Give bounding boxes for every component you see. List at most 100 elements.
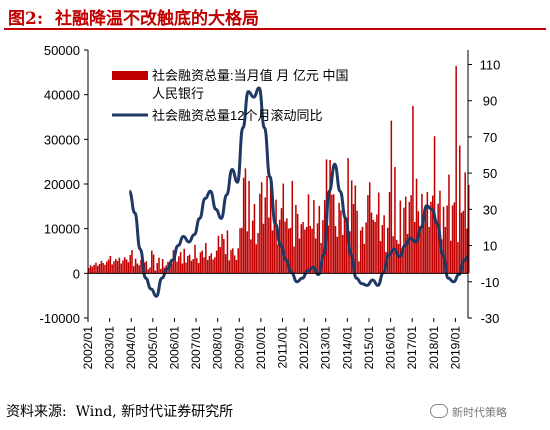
bar	[340, 210, 342, 274]
bar	[424, 206, 427, 274]
bar	[239, 228, 241, 274]
bar	[156, 263, 158, 274]
bar	[129, 255, 131, 274]
bar	[161, 259, 164, 274]
bar	[464, 172, 466, 274]
bar	[192, 259, 194, 274]
bar	[214, 257, 216, 274]
bar	[115, 259, 117, 274]
bar	[365, 222, 367, 274]
x-tick-label: 2015/01	[362, 326, 376, 370]
y-right-tick-label: 90	[483, 94, 497, 109]
bar	[241, 227, 243, 274]
watermark: 新时代策略	[430, 404, 507, 420]
bar	[190, 260, 193, 274]
bar	[93, 264, 95, 274]
bar	[259, 193, 261, 274]
bar	[106, 261, 108, 274]
bar	[293, 246, 295, 274]
bar	[466, 228, 468, 274]
bar	[268, 217, 270, 274]
bar	[332, 194, 335, 274]
bar	[304, 229, 306, 274]
y-left-tick-label: 50000	[44, 43, 80, 58]
bar	[397, 243, 400, 274]
bar	[151, 250, 153, 274]
bar	[314, 238, 317, 274]
bar	[109, 255, 112, 274]
bar	[287, 228, 290, 274]
bar	[392, 236, 394, 274]
x-tick-label: 2018/01	[427, 326, 441, 370]
bar	[372, 219, 375, 274]
x-tick-label: 2017/01	[405, 326, 419, 370]
bar	[347, 158, 349, 274]
bar	[300, 224, 303, 274]
bar	[264, 197, 267, 274]
bar	[412, 105, 414, 274]
bar	[100, 260, 103, 274]
bar	[125, 259, 128, 274]
bar	[298, 238, 301, 274]
bar	[318, 205, 321, 274]
x-tick-label: 2010/01	[254, 326, 268, 370]
bar	[201, 250, 203, 274]
bar	[437, 203, 439, 274]
bar	[107, 259, 110, 274]
bar	[133, 266, 135, 274]
bar	[406, 234, 409, 274]
bar	[446, 205, 448, 274]
bar	[89, 265, 92, 274]
bar	[329, 159, 331, 274]
bar	[433, 136, 436, 274]
bar	[386, 227, 389, 274]
bar	[97, 265, 99, 274]
bar	[277, 244, 279, 274]
bar	[435, 221, 438, 274]
bar	[350, 180, 353, 274]
bar	[356, 210, 358, 274]
bar	[91, 266, 94, 274]
bar	[322, 220, 324, 274]
y-right-tick-label: -10	[481, 275, 500, 290]
bar	[172, 250, 175, 274]
y-left-tick-label: 40000	[44, 88, 80, 103]
bar	[188, 254, 191, 274]
bar	[426, 192, 429, 274]
bar	[275, 199, 277, 274]
bar	[102, 263, 104, 274]
watermark-text: 新时代策略	[452, 406, 507, 419]
bar	[390, 120, 393, 274]
bar-series	[88, 66, 470, 274]
bar	[232, 248, 234, 274]
bar	[206, 259, 209, 274]
y-right-tick-label: 110	[480, 57, 501, 72]
bar	[169, 266, 171, 274]
y-right-tick-label: 50	[483, 166, 497, 181]
legend-bar-swatch	[112, 71, 148, 80]
bar	[468, 184, 470, 274]
bar	[377, 192, 380, 274]
bar	[381, 225, 384, 274]
y-left-tick-label: 30000	[44, 132, 80, 147]
bar	[451, 205, 454, 274]
bar	[374, 221, 376, 274]
bar	[419, 225, 421, 274]
bar	[341, 234, 344, 274]
bar	[343, 218, 346, 274]
bar	[250, 239, 252, 274]
bar	[457, 242, 459, 274]
bar	[224, 254, 227, 274]
bar	[230, 250, 232, 274]
bar	[266, 175, 268, 274]
bar	[415, 178, 418, 274]
bar	[410, 195, 412, 274]
bar	[152, 254, 155, 274]
bar	[111, 264, 113, 274]
bar	[196, 258, 198, 274]
bar	[136, 263, 139, 274]
bar	[260, 182, 263, 274]
bar	[358, 261, 360, 274]
legend-line-label: 社会融资总量12个月滚动同比	[152, 108, 322, 123]
bar	[199, 252, 202, 274]
